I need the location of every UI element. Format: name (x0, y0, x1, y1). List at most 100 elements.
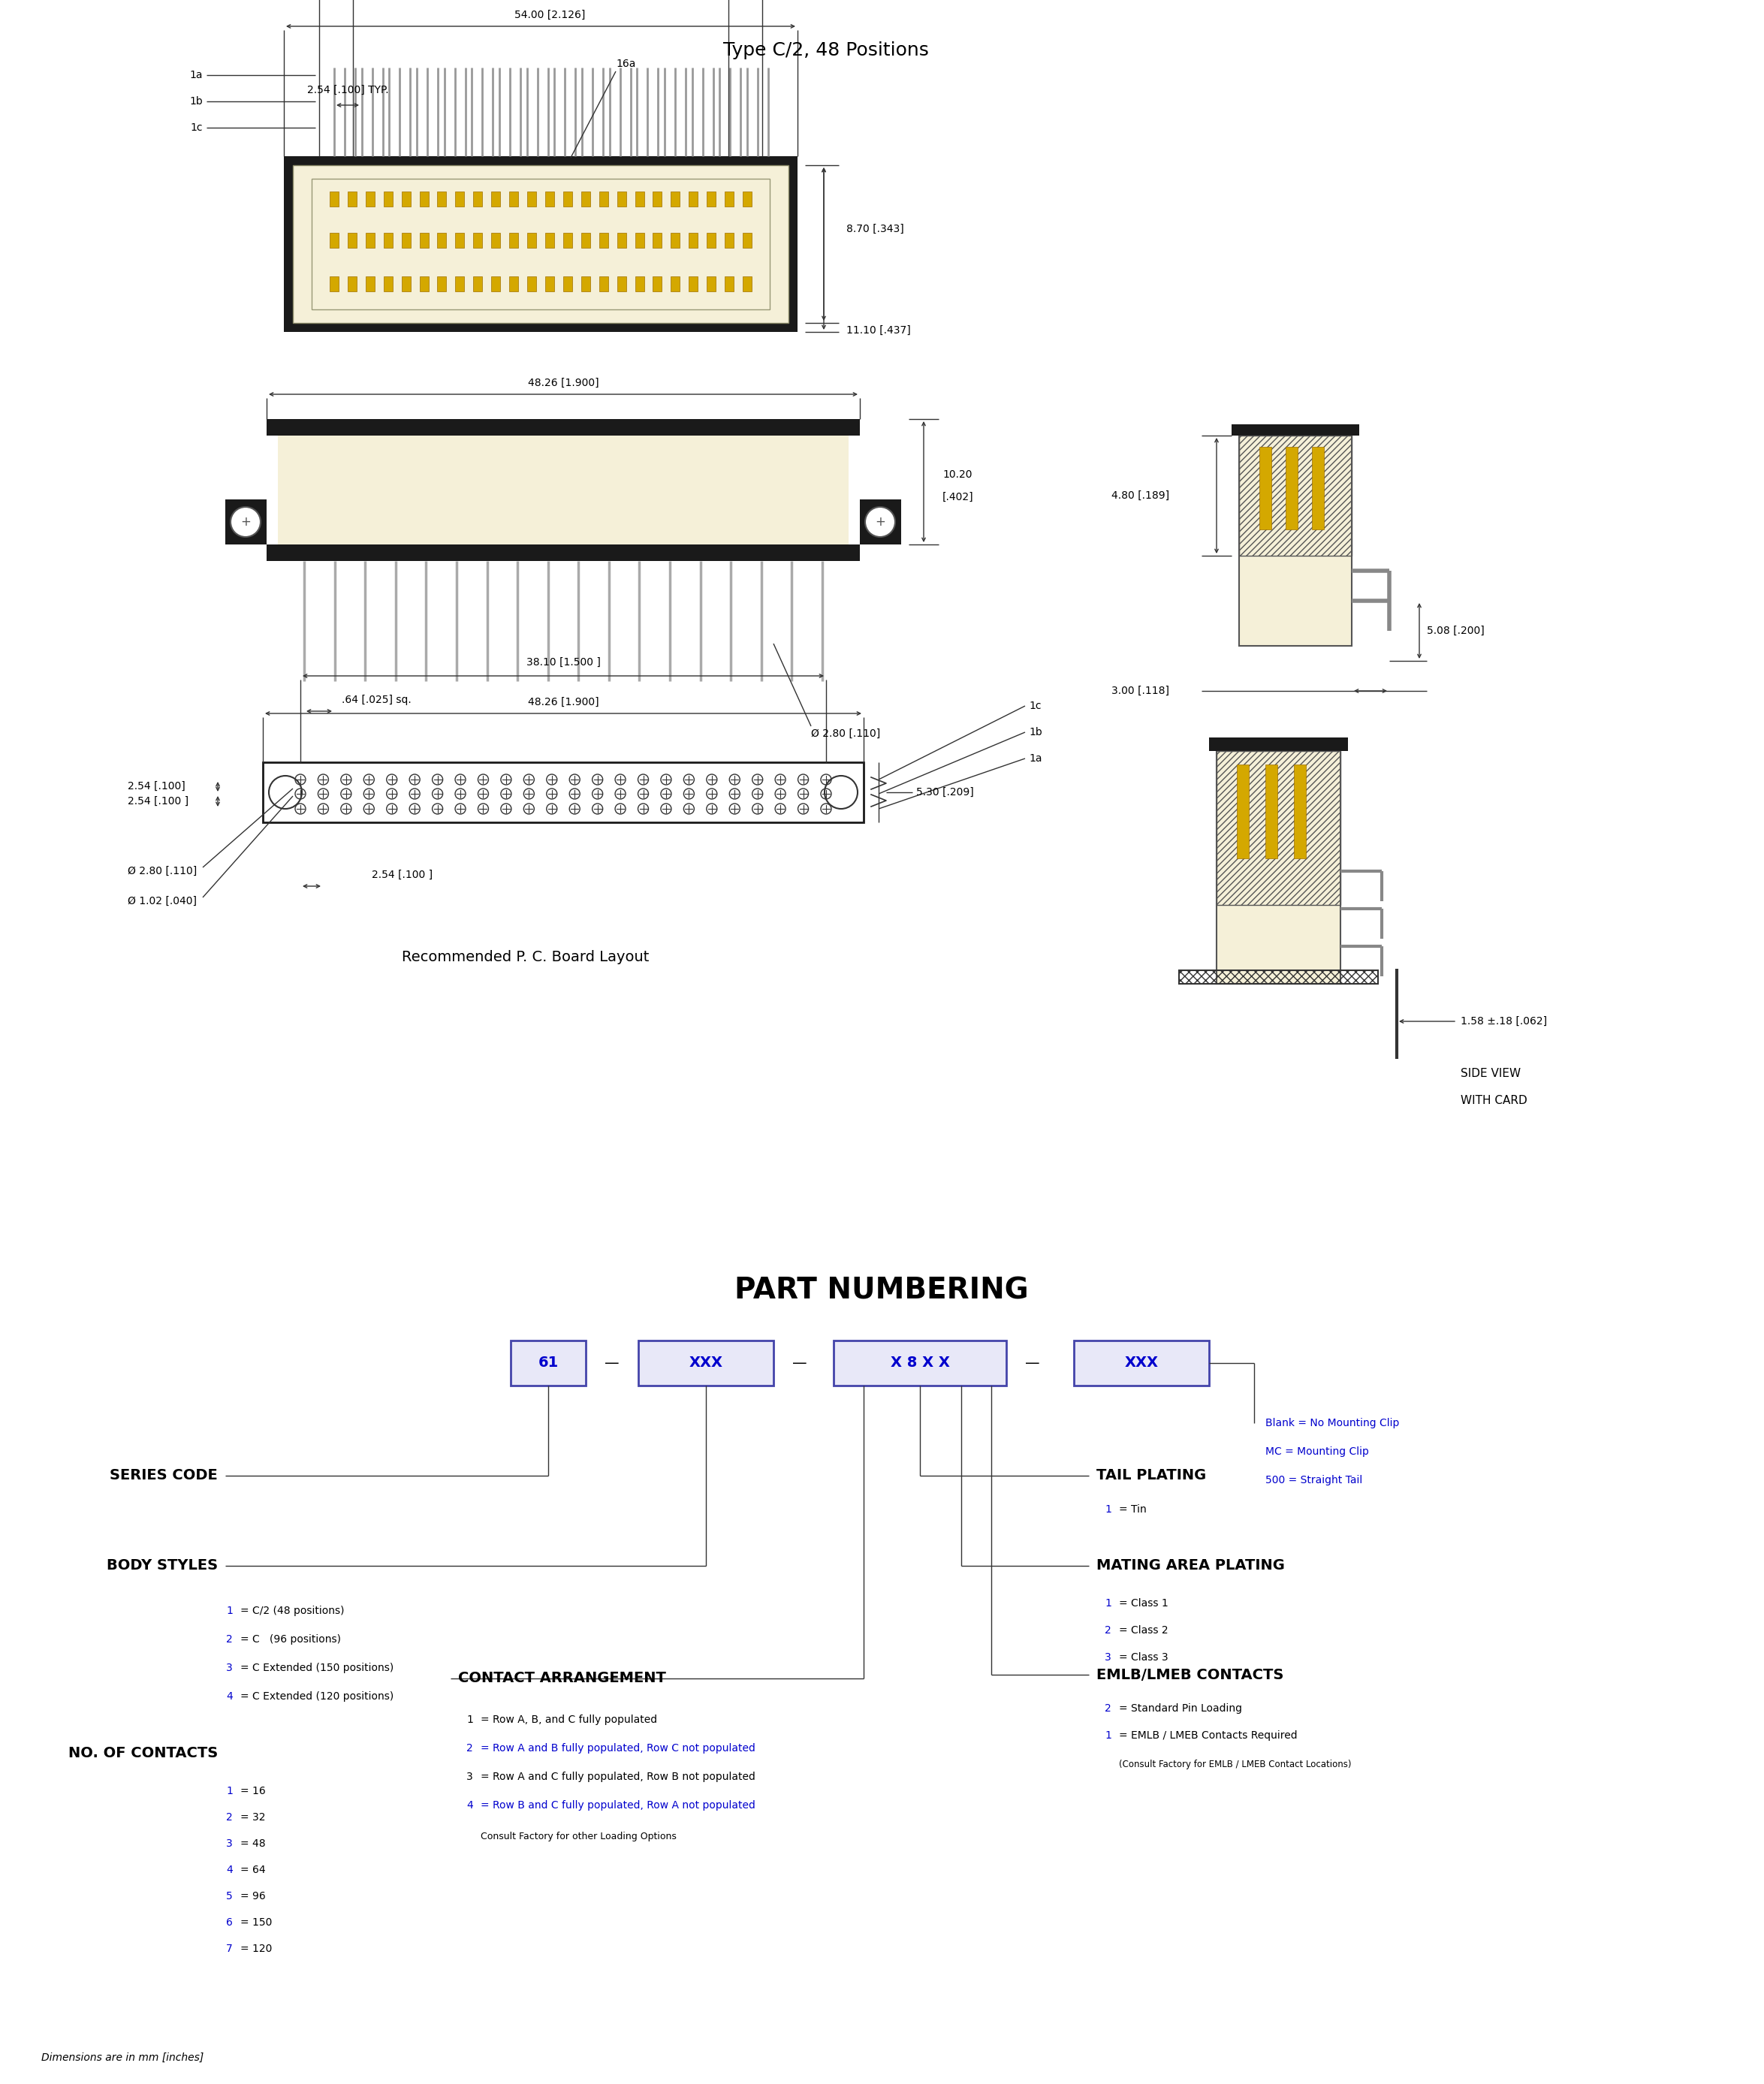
Bar (1208, 738, 1348, 750)
Bar (365, 192, 374, 206)
Text: (Consult Factory for EMLB / LMEB Contact Locations): (Consult Factory for EMLB / LMEB Contact… (1118, 1761, 1351, 1769)
Bar (1238, 436, 1351, 556)
Bar (279, 436, 848, 544)
Bar (1295, 765, 1305, 859)
Bar (492, 192, 501, 206)
Bar (365, 277, 374, 292)
Bar (1238, 436, 1351, 646)
Bar (707, 192, 716, 206)
Bar (635, 192, 644, 206)
Text: WITH CARD: WITH CARD (1461, 1094, 1528, 1107)
Text: 2.54 [.100] TYP.: 2.54 [.100] TYP. (307, 85, 388, 96)
Text: = C/2 (48 positions): = C/2 (48 positions) (240, 1605, 344, 1615)
Text: X 8 X X: X 8 X X (891, 1357, 949, 1369)
Bar (510, 1340, 586, 1386)
Bar (312, 179, 769, 308)
Text: 48.26 [1.900]: 48.26 [1.900] (527, 696, 598, 706)
Bar (580, 233, 591, 248)
Bar (635, 233, 644, 248)
Bar (545, 233, 554, 248)
Text: = Row A, B, and C fully populated: = Row A, B, and C fully populated (480, 1715, 658, 1726)
Circle shape (864, 506, 894, 538)
Bar (263, 763, 864, 823)
Text: = 64: = 64 (240, 1865, 266, 1876)
Bar (402, 192, 411, 206)
Text: Ø 2.80 [.110]: Ø 2.80 [.110] (811, 729, 880, 740)
Bar (725, 233, 734, 248)
Bar (653, 233, 662, 248)
Text: = Class 3: = Class 3 (1118, 1653, 1168, 1663)
Bar (473, 277, 482, 292)
Text: 10.20: 10.20 (942, 469, 972, 479)
Bar (725, 192, 734, 206)
Bar (635, 277, 644, 292)
Bar (492, 233, 501, 248)
Bar (1231, 425, 1360, 436)
Text: Dimensions are in mm [inches]: Dimensions are in mm [inches] (41, 2053, 203, 2063)
Text: +: + (875, 515, 886, 529)
Bar (859, 500, 901, 544)
Bar (473, 192, 482, 206)
Bar (688, 277, 699, 292)
Text: = Row A and C fully populated, Row B not populated: = Row A and C fully populated, Row B not… (480, 1771, 755, 1782)
Bar (266, 544, 859, 561)
Text: = C Extended (150 positions): = C Extended (150 positions) (240, 1663, 393, 1673)
Text: NO. OF CONTACTS: NO. OF CONTACTS (69, 1746, 217, 1761)
Bar (473, 233, 482, 248)
Bar (600, 192, 609, 206)
Circle shape (231, 506, 261, 538)
Bar (1217, 750, 1341, 904)
Text: XXX: XXX (1125, 1357, 1159, 1369)
Bar (1178, 971, 1378, 984)
Text: —: — (792, 1357, 808, 1369)
Text: 1b: 1b (1028, 727, 1043, 738)
Text: 1c: 1c (191, 123, 203, 133)
Text: 3: 3 (226, 1663, 233, 1673)
Bar (455, 233, 464, 248)
Bar (402, 233, 411, 248)
Text: PART NUMBERING: PART NUMBERING (734, 1277, 1028, 1305)
Text: 2: 2 (466, 1742, 473, 1753)
Bar (743, 192, 751, 206)
Bar (365, 233, 374, 248)
Bar (563, 233, 572, 248)
Bar (670, 192, 679, 206)
Bar (617, 233, 626, 248)
Text: 1: 1 (226, 1786, 233, 1796)
Bar (653, 277, 662, 292)
Bar (510, 277, 519, 292)
Bar (1237, 765, 1249, 859)
Text: 3: 3 (226, 1838, 233, 1849)
Text: 1b: 1b (189, 96, 203, 106)
Text: 500 = Straight Tail: 500 = Straight Tail (1265, 1475, 1362, 1486)
Text: 5: 5 (226, 1890, 233, 1901)
Bar (437, 277, 446, 292)
Text: 1: 1 (226, 1605, 233, 1615)
Bar (348, 233, 356, 248)
Text: = C Extended (120 positions): = C Extended (120 positions) (240, 1692, 393, 1703)
Text: = Row B and C fully populated, Row A not populated: = Row B and C fully populated, Row A not… (480, 1801, 755, 1811)
Bar (600, 277, 609, 292)
Bar (455, 192, 464, 206)
Text: = Class 2: = Class 2 (1118, 1626, 1168, 1636)
Text: = 48: = 48 (240, 1838, 266, 1849)
Bar (580, 277, 591, 292)
Bar (1312, 446, 1325, 529)
Bar (383, 192, 393, 206)
Text: 1.58 ±.18 [.062]: 1.58 ±.18 [.062] (1461, 1017, 1547, 1027)
Bar (348, 192, 356, 206)
Bar (266, 419, 859, 436)
Text: 3: 3 (1104, 1653, 1111, 1663)
Text: Consult Factory for other Loading Options: Consult Factory for other Loading Option… (480, 1832, 677, 1840)
Text: 2: 2 (226, 1634, 233, 1644)
Bar (437, 233, 446, 248)
Bar (639, 1340, 773, 1386)
Text: TAIL PLATING: TAIL PLATING (1097, 1469, 1207, 1484)
Text: 1: 1 (466, 1715, 473, 1726)
Bar (563, 192, 572, 206)
Text: = Class 1: = Class 1 (1118, 1598, 1168, 1609)
Text: = 16: = 16 (240, 1786, 266, 1796)
Bar (527, 233, 536, 248)
Bar (293, 165, 789, 323)
Text: 2.54 [.100 ]: 2.54 [.100 ] (372, 869, 432, 879)
